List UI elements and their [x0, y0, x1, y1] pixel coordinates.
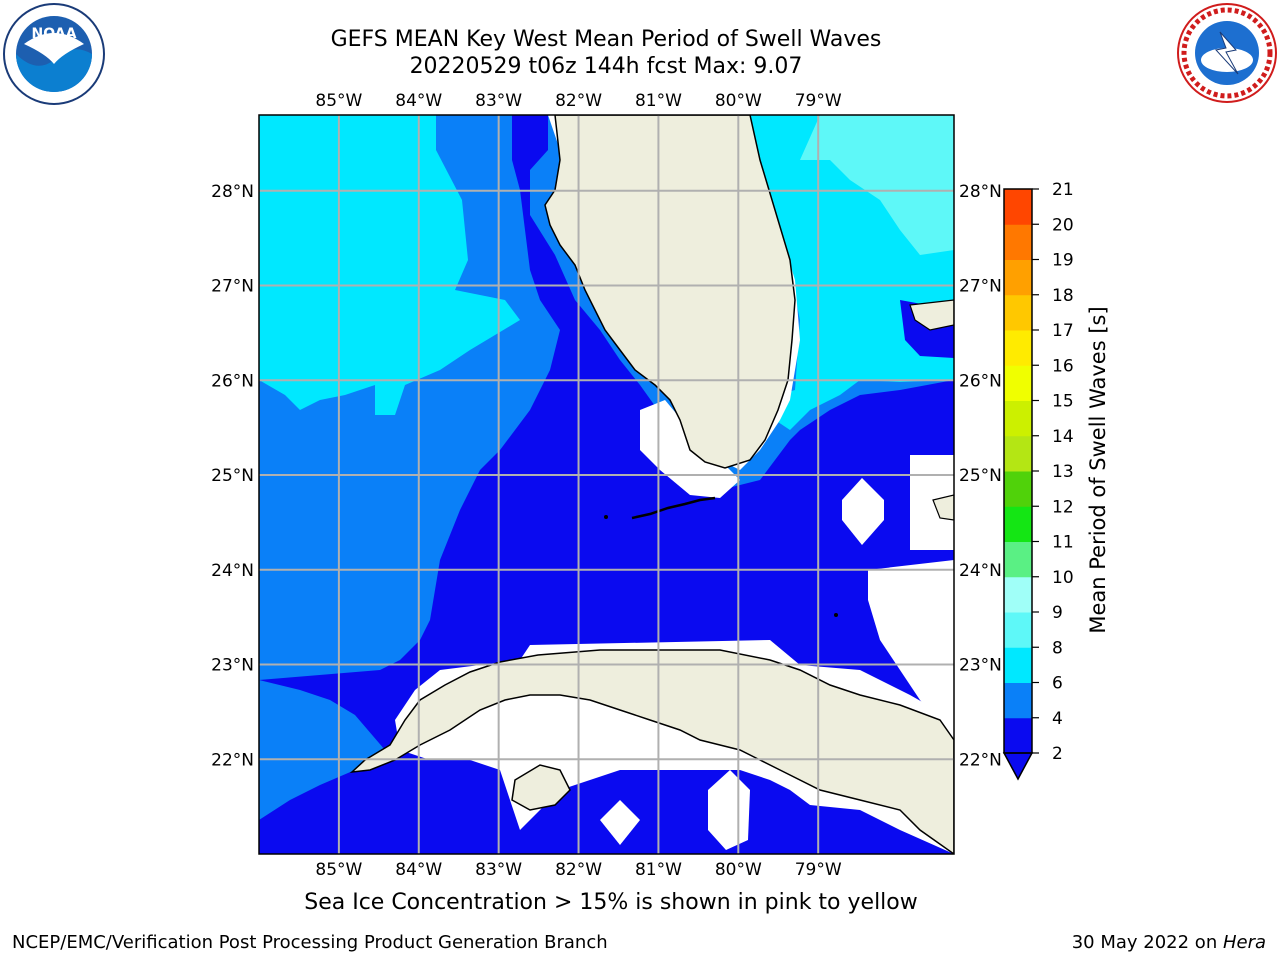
- colorbar-segment: [1004, 259, 1032, 296]
- footer-credit: NCEP/EMC/Verification Post Processing Pr…: [12, 932, 608, 953]
- svg-text:NOAA: NOAA: [32, 26, 77, 42]
- land-mask-east-cuba: [868, 560, 954, 740]
- tick-labels: 85°W 85°W 84°W 84°W 83°W 83°W 82°W 82°W 81°W 81°W…: [211, 91, 1002, 880]
- colorbar-segment: [1004, 506, 1032, 542]
- colorbar-tick-label: 8: [1052, 638, 1063, 658]
- colorbar-segment: [1004, 224, 1032, 260]
- colorbar-tick-label: 21: [1052, 180, 1074, 200]
- grand-bahama-land: [909, 299, 954, 331]
- swell-period-field: [259, 115, 954, 854]
- land-mask-isla-2: [708, 770, 750, 850]
- lon-tick-label-bottom: 84°W: [395, 860, 442, 880]
- colorbar-tick-label: 10: [1052, 568, 1074, 588]
- lat-tick-label-right: 24°N: [959, 561, 1002, 581]
- footer-date-text: 30 May 2022 on: [1071, 932, 1223, 953]
- lat-tick-label-left: 26°N: [211, 371, 254, 391]
- lon-tick-label-top: 80°W: [715, 91, 762, 111]
- colorbar-segment: [1004, 541, 1032, 578]
- colorbar-segment: [1004, 647, 1032, 683]
- colorbar-segment: [1004, 576, 1032, 613]
- colorbar: 2 4 6 8 9 10 11 12 13 14 15 16 17 18 19 20 21: [1002, 180, 1074, 781]
- lon-tick-label-top: 84°W: [395, 91, 442, 111]
- colorbar-label: Mean Period of Swell Waves [s]: [1086, 306, 1110, 634]
- footer-date: 30 May 2022 on Hera: [1072, 932, 1266, 953]
- colorbar-tick-label: 6: [1052, 674, 1063, 694]
- colorbar-tick-label: 16: [1052, 356, 1074, 376]
- lat-tick-label-right: 22°N: [959, 750, 1002, 770]
- colorbar-tick-label: 18: [1052, 286, 1074, 306]
- lat-tick-label-right: 28°N: [959, 182, 1002, 202]
- cuba-landmass: [349, 649, 954, 854]
- colorbar-tick-label: 9: [1052, 603, 1063, 623]
- florida-keys: [631, 496, 716, 520]
- map-frame: [258, 114, 955, 855]
- colorbar-tick-label: 19: [1052, 251, 1074, 271]
- colorbar-tick-label: 4: [1052, 709, 1063, 729]
- colorbar-segment: [1004, 471, 1032, 507]
- colorbar-tick-label: 11: [1052, 533, 1074, 553]
- lat-tick-label-left: 22°N: [211, 750, 254, 770]
- map-subtitle: 20220529 t06z 144h fcst Max: 9.07: [409, 54, 803, 79]
- lat-tick-label-left: 24°N: [211, 561, 254, 581]
- colorbar-segment: [1004, 612, 1032, 648]
- colorbar-tick-label: 17: [1052, 321, 1074, 341]
- colorbar-segment: [1004, 189, 1032, 225]
- colorbar-tick-label: 20: [1052, 215, 1074, 235]
- field-region-8-9: [800, 115, 954, 255]
- lon-tick-label-top: 83°W: [475, 91, 522, 111]
- lat-tick-label-right: 25°N: [959, 466, 1002, 486]
- colorbar-tick-label: 2: [1052, 744, 1063, 764]
- lon-tick-label-bottom: 83°W: [475, 860, 522, 880]
- colorbar-extend-min: [1002, 752, 1034, 781]
- colorbar-tick-label: 12: [1052, 497, 1074, 517]
- lon-tick-label-top: 79°W: [795, 91, 842, 111]
- lon-tick-label-bottom: 81°W: [635, 860, 682, 880]
- colorbar-segment: [1004, 330, 1032, 366]
- field-region-4-6-sw: [259, 680, 385, 820]
- cay-sal: [834, 613, 838, 617]
- land-mask-bahamas-1: [842, 478, 884, 545]
- lat-tick-label-left: 27°N: [211, 277, 254, 297]
- lon-tick-label-top: 85°W: [315, 91, 362, 111]
- andros-land: [932, 494, 954, 521]
- colorbar-segment: [1004, 682, 1032, 719]
- land-mask-isla-1: [600, 800, 640, 845]
- land-mask-bahamas-2: [910, 455, 954, 550]
- lat-tick-label-left: 23°N: [211, 656, 254, 676]
- map-title: GEFS MEAN Key West Mean Period of Swell …: [330, 27, 882, 52]
- colorbar-segment: [1004, 400, 1032, 437]
- lon-tick-label-bottom: 80°W: [715, 860, 762, 880]
- lat-tick-label-right: 27°N: [959, 277, 1002, 297]
- lat-tick-label-right: 23°N: [959, 656, 1002, 676]
- colorbar-tick-label: 14: [1052, 427, 1074, 447]
- colorbar-tick-label: 13: [1052, 462, 1074, 482]
- colorbar-segment: [1004, 294, 1032, 331]
- footer-machine: Hera: [1222, 932, 1266, 953]
- lon-tick-label-top: 82°W: [555, 91, 602, 111]
- lon-tick-label-bottom: 82°W: [555, 860, 602, 880]
- colorbar-segment: [1004, 717, 1032, 754]
- nws-logo: [1177, 3, 1277, 103]
- lon-tick-label-bottom: 79°W: [795, 860, 842, 880]
- lat-tick-label-left: 25°N: [211, 466, 254, 486]
- gridlines: [259, 115, 954, 854]
- noaa-logo: NOAA: [3, 3, 105, 105]
- sea-ice-note: Sea Ice Concentration > 15% is shown in …: [304, 890, 918, 915]
- dry-tortugas: [604, 515, 608, 519]
- colorbar-segment: [1004, 435, 1032, 472]
- colorbar-segment: [1004, 365, 1032, 401]
- lat-tick-label-left: 28°N: [211, 182, 254, 202]
- colorbar-tick-label: 15: [1052, 392, 1074, 412]
- lon-tick-label-top: 81°W: [635, 91, 682, 111]
- isla-de-la-juventud: [511, 764, 571, 811]
- lat-tick-label-right: 26°N: [959, 371, 1002, 391]
- lon-tick-label-bottom: 85°W: [315, 860, 362, 880]
